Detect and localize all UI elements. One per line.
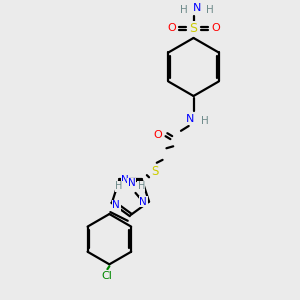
Text: O: O: [153, 130, 162, 140]
Text: S: S: [190, 22, 197, 35]
Text: O: O: [167, 23, 176, 33]
Text: H: H: [206, 5, 214, 15]
Text: H: H: [180, 5, 188, 15]
Text: Cl: Cl: [101, 271, 112, 281]
Text: H: H: [201, 116, 209, 126]
Text: H: H: [138, 181, 145, 191]
Text: O: O: [212, 23, 220, 33]
Text: N: N: [140, 196, 147, 207]
Text: N: N: [128, 178, 136, 188]
Text: N: N: [185, 114, 194, 124]
Text: N: N: [112, 200, 120, 211]
Text: S: S: [151, 165, 158, 178]
Text: N: N: [193, 3, 202, 13]
Text: N: N: [121, 175, 129, 185]
Text: H: H: [116, 181, 123, 191]
